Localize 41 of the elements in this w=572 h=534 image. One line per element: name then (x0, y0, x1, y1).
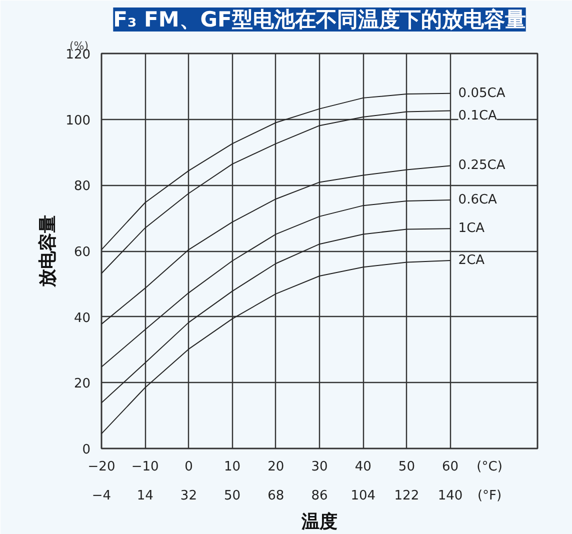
text: (°C) (476, 460, 502, 474)
series-label: 2CA (458, 253, 485, 268)
line-series (102, 92, 451, 250)
x2-tick-label: −4 (92, 488, 112, 504)
x2-tick-label: 122 (394, 488, 420, 504)
x-tick-label: 10 (224, 460, 241, 474)
x-tick-label: 20 (268, 460, 284, 474)
line-series (102, 110, 451, 274)
chart-title: F₃ FM、GF型电池在不同温度下的放电容量 (113, 8, 526, 32)
x2-tick-label: 140 (438, 488, 463, 504)
y-tick-label: 20 (74, 376, 91, 392)
x-tick-label: 30 (311, 460, 328, 474)
series-label: 0.6CA (458, 192, 498, 208)
y-tick-label: 100 (66, 113, 91, 128)
series-label: 1CA (458, 221, 485, 236)
x2-tick-label: 104 (350, 488, 376, 504)
line-series (102, 165, 451, 325)
y-tick-label: 0 (82, 442, 91, 458)
x-tick-label: 60 (442, 460, 459, 474)
x-tick-label: −20 (88, 460, 116, 474)
y-tick-label: 80 (74, 179, 91, 194)
line-series (102, 228, 451, 404)
x2-tick-label: 50 (224, 488, 241, 504)
x2-tick-label: 14 (136, 488, 154, 504)
x2-tick-label: 32 (180, 488, 197, 504)
x2-tick-label: 68 (268, 488, 284, 504)
x-tick-label: −10 (131, 460, 159, 474)
x-axis-title: 温度 (300, 512, 338, 532)
x2-axis-title: (°F) (477, 488, 502, 504)
y-axis-title: 放电容量 (38, 215, 58, 288)
x2-tick-label: 86 (311, 488, 328, 504)
line-series (102, 260, 451, 434)
series-label: 0.05CA (458, 86, 506, 101)
x-tick-label: 50 (398, 460, 415, 474)
y-tick-label: 60 (74, 245, 91, 260)
series-label: 0.1CA (458, 108, 498, 124)
x-tick-label: 0 (184, 460, 193, 474)
line-series (102, 199, 451, 368)
series-label: 0.25CA (458, 158, 506, 174)
x-tick-label: 40 (354, 460, 372, 474)
y-tick-label: 40 (74, 310, 91, 326)
